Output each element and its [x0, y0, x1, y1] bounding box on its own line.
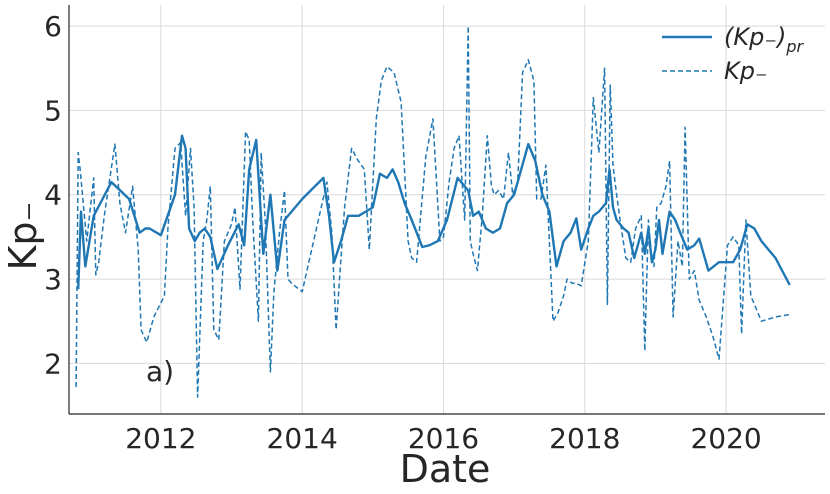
x-tick-label: 2012 — [125, 422, 196, 455]
x-tick-label: 2020 — [690, 422, 761, 455]
panel-annotation: a) — [146, 355, 174, 388]
y-tick-label: 3 — [44, 263, 62, 296]
series-kp-line — [75, 25, 790, 398]
legend-label-subscript: pr — [785, 37, 804, 56]
x-tick-label: 2016 — [408, 422, 479, 455]
y-tick-label: 2 — [44, 347, 62, 380]
y-axis-label: Kp₋ — [1, 201, 45, 270]
legend-label-main: Kp₋ — [724, 57, 768, 85]
legend-label: (Kp₋)pr — [724, 23, 805, 56]
x-tick-label: 2018 — [549, 422, 620, 455]
series-layer — [75, 25, 791, 398]
x-tick-label: 2014 — [267, 422, 338, 455]
x-axis-label: Date — [400, 447, 491, 491]
tick-labels: 2012 2014 2016 2018 2020 2 3 4 5 6 — [44, 10, 762, 455]
y-tick-label: 5 — [44, 94, 62, 127]
legend-label: Kp₋ — [724, 57, 768, 85]
series-kp-pr-line — [77, 134, 791, 290]
axes — [68, 5, 825, 415]
legend-label-main: (Kp₋) — [724, 23, 786, 51]
y-tick-label: 6 — [44, 10, 62, 43]
y-tick-label: 4 — [44, 179, 62, 212]
